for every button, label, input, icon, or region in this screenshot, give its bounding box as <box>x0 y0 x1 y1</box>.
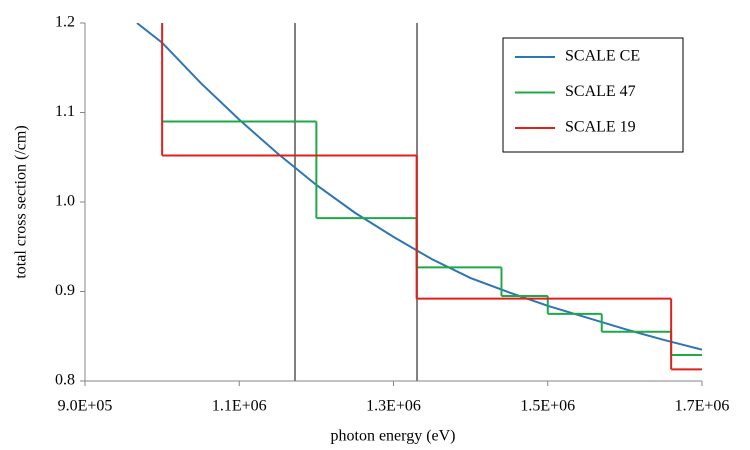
y-tick-label: 0.8 <box>55 372 75 389</box>
y-axis-label: total cross section (/cm) <box>13 125 30 278</box>
legend-label: SCALE CE <box>565 48 640 65</box>
x-tick-label: 1.5E+06 <box>520 398 575 415</box>
y-tick-label: 1.0 <box>55 193 75 210</box>
x-tick-label: 1.1E+06 <box>212 398 267 415</box>
y-tick-label: 1.1 <box>55 103 75 120</box>
series-line <box>136 23 702 351</box>
x-axis-label: photon energy (eV) <box>331 428 456 445</box>
legend-label: SCALE 47 <box>565 83 636 100</box>
x-tick-label: 1.3E+06 <box>366 398 421 415</box>
y-tick-label: 1.2 <box>55 14 75 31</box>
y-tick-label: 0.9 <box>55 282 75 299</box>
x-tick-label: 9.0E+05 <box>58 398 113 415</box>
x-tick-label: 1.7E+06 <box>675 398 730 415</box>
plot-area <box>136 23 702 381</box>
legend-label: SCALE 19 <box>565 119 636 136</box>
